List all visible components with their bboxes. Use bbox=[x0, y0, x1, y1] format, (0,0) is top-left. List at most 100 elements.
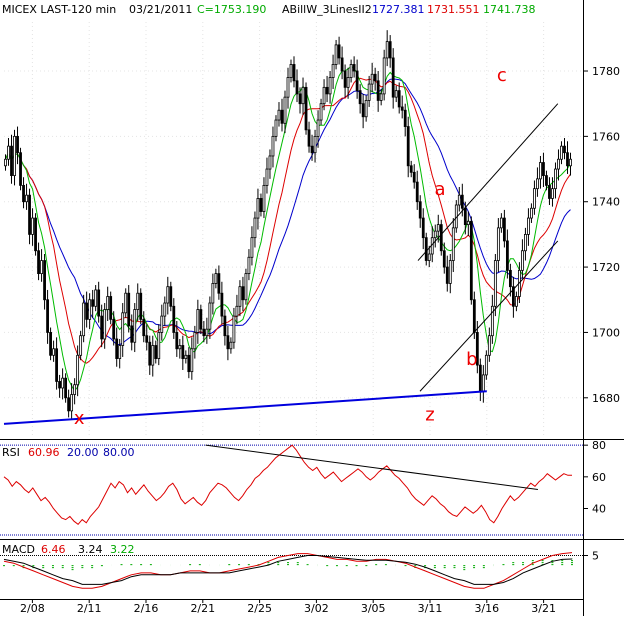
candle-body bbox=[355, 70, 359, 92]
wave-label-x: x bbox=[74, 408, 85, 429]
price-trendline bbox=[419, 240, 559, 392]
candle-body bbox=[19, 152, 22, 186]
candle-body bbox=[193, 332, 197, 350]
candle-body bbox=[289, 64, 293, 78]
candle-body bbox=[112, 318, 116, 340]
candle-body bbox=[530, 207, 533, 219]
candle-body bbox=[49, 332, 52, 356]
x-tick-label: 3/21 bbox=[531, 602, 556, 615]
rsi-value: 60.96 bbox=[28, 446, 60, 459]
candle-body bbox=[43, 260, 46, 301]
candle-body bbox=[67, 397, 71, 412]
candle-body bbox=[466, 220, 470, 225]
candle-body bbox=[232, 315, 236, 343]
indicator-label: ABillW_3LinesII2 bbox=[282, 3, 372, 16]
rsi-level-high: 80.00 bbox=[103, 446, 135, 459]
candle-body bbox=[211, 283, 215, 304]
candle-body bbox=[13, 135, 16, 176]
candle-body bbox=[346, 77, 350, 88]
candle-body bbox=[73, 384, 77, 395]
candle-body bbox=[397, 90, 401, 108]
candle-body bbox=[34, 217, 37, 252]
candle-body bbox=[220, 292, 224, 317]
rsi-tick-label: 60 bbox=[592, 471, 606, 484]
candle-body bbox=[181, 345, 185, 359]
wave-label-z: z bbox=[425, 405, 434, 426]
candle-body bbox=[223, 315, 227, 337]
candle-body bbox=[439, 224, 443, 252]
candle-body bbox=[196, 309, 200, 333]
candle-body bbox=[548, 184, 551, 199]
candle-body bbox=[7, 145, 10, 160]
candle-body bbox=[259, 198, 263, 212]
candle-body bbox=[406, 126, 410, 167]
candle-body bbox=[265, 168, 269, 186]
candle-body bbox=[319, 103, 323, 121]
macd-hist-value: 3.22 bbox=[110, 543, 135, 556]
candle-body bbox=[214, 273, 218, 284]
candle-body bbox=[334, 44, 338, 65]
candle-body bbox=[28, 194, 31, 235]
x-axis: 2/08 2/11 2/16 2/21 2/25 3/02 3/05 3/11 3/16 3/21 bbox=[0, 599, 583, 615]
candle-body bbox=[478, 364, 482, 392]
candle-body bbox=[496, 227, 500, 261]
candle-body bbox=[448, 260, 452, 284]
candle-body bbox=[469, 220, 473, 301]
y-tick-label: 1760 bbox=[592, 130, 620, 143]
candle-body bbox=[121, 312, 125, 346]
candle-body bbox=[184, 354, 188, 359]
candle-body bbox=[55, 348, 58, 382]
candle-body bbox=[79, 335, 83, 356]
candle-body bbox=[205, 328, 209, 337]
candle-body bbox=[487, 335, 491, 356]
moving-average-lines bbox=[5, 66, 571, 392]
rsi-panel: 40 60 80 RSI 60.96 20.00 80.00 bbox=[0, 439, 606, 536]
close-label: C=1753.190 bbox=[197, 3, 266, 16]
candle-body bbox=[142, 318, 146, 337]
rsi-axis: 40 60 80 bbox=[583, 439, 606, 516]
candle-body bbox=[502, 217, 506, 242]
macd-signal-line bbox=[3, 555, 573, 585]
candle-body bbox=[283, 96, 287, 124]
candle-body bbox=[178, 345, 182, 350]
candle-body bbox=[310, 145, 314, 154]
candle-body bbox=[304, 86, 308, 131]
candle-body bbox=[499, 217, 503, 229]
candle-body bbox=[460, 194, 464, 209]
candle-body bbox=[451, 227, 455, 261]
rsi-line bbox=[3, 444, 572, 525]
candle-body bbox=[10, 145, 13, 176]
y-tick-label: 1680 bbox=[592, 392, 620, 405]
candle-body bbox=[301, 86, 305, 105]
candle-body bbox=[292, 64, 296, 82]
candle-body bbox=[403, 109, 407, 127]
candle-body bbox=[382, 57, 386, 95]
candle-body bbox=[557, 158, 560, 170]
candle-body bbox=[271, 135, 275, 157]
candle-body bbox=[340, 57, 344, 72]
candle-body bbox=[370, 73, 374, 85]
y-tick-label: 1780 bbox=[592, 65, 620, 78]
candle-body bbox=[169, 286, 173, 307]
symbol-label: MICEX LAST-120 min bbox=[2, 3, 116, 16]
candle-body bbox=[545, 175, 548, 186]
rsi-tick-label: 80 bbox=[592, 439, 606, 452]
candle-body bbox=[307, 129, 311, 147]
macd-label: MACD bbox=[2, 543, 35, 556]
candle-body bbox=[37, 250, 40, 275]
x-tick-label: 3/02 bbox=[304, 602, 329, 615]
candle-body bbox=[490, 305, 494, 337]
candle-body bbox=[493, 260, 497, 307]
candle-body bbox=[31, 217, 34, 235]
candle-body bbox=[325, 86, 329, 95]
candle-body bbox=[130, 325, 134, 343]
candle-body bbox=[160, 315, 164, 333]
candle-body bbox=[566, 152, 569, 167]
candle-body bbox=[109, 296, 113, 320]
candle-body bbox=[421, 217, 425, 239]
y-tick-label: 1720 bbox=[592, 261, 620, 274]
candle-body bbox=[61, 377, 65, 389]
candle-body bbox=[524, 234, 527, 252]
candle-body bbox=[202, 328, 206, 337]
candle-body bbox=[322, 86, 326, 105]
